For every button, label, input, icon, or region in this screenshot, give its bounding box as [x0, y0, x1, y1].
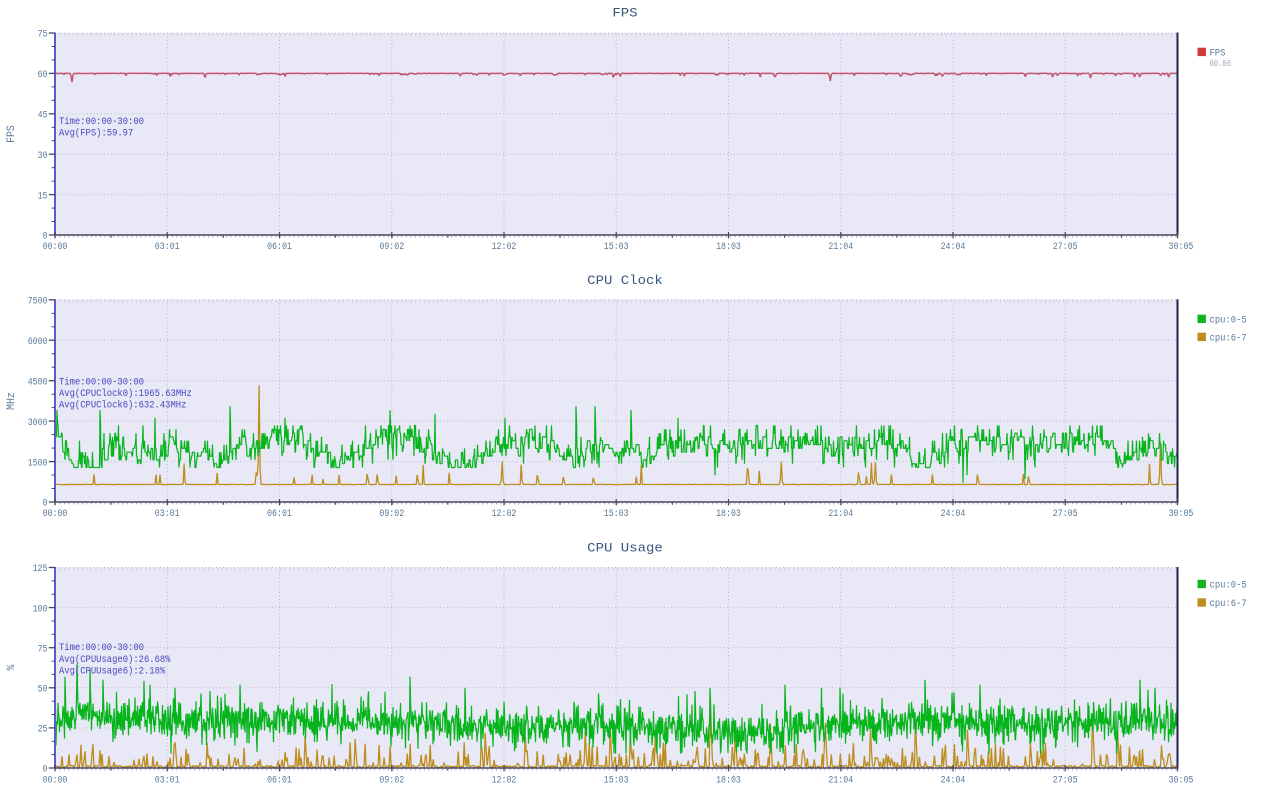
svg-text:MHz: MHz: [6, 392, 18, 410]
svg-text:24:04: 24:04: [941, 241, 966, 253]
svg-text:cpu:6-7: cpu:6-7: [1210, 333, 1247, 345]
svg-text:cpu:0-5: cpu:0-5: [1210, 580, 1247, 592]
svg-text:0: 0: [43, 231, 48, 243]
svg-text:Time:00:00-30:00: Time:00:00-30:00: [59, 116, 144, 128]
svg-text:12:02: 12:02: [492, 775, 517, 787]
svg-text:27:05: 27:05: [1053, 508, 1078, 520]
svg-text:03:01: 03:01: [155, 508, 180, 520]
svg-text:06:01: 06:01: [267, 508, 292, 520]
svg-text:06:01: 06:01: [267, 241, 292, 253]
svg-text:cpu:0-5: cpu:0-5: [1210, 315, 1247, 327]
svg-text:15:03: 15:03: [604, 241, 629, 253]
svg-text:18:03: 18:03: [716, 508, 741, 520]
svg-text:15:03: 15:03: [604, 508, 629, 520]
svg-text:0: 0: [43, 498, 48, 510]
svg-text:45: 45: [38, 110, 48, 122]
svg-text:Avg(CPUUsage0):26.68%: Avg(CPUUsage0):26.68%: [59, 654, 171, 666]
svg-text:CPU Usage: CPU Usage: [587, 541, 663, 556]
svg-text:60.06: 60.06: [1210, 59, 1232, 69]
svg-text:06:01: 06:01: [267, 775, 292, 787]
svg-text:03:01: 03:01: [155, 775, 180, 787]
svg-text:Time:00:00-30:00: Time:00:00-30:00: [59, 377, 144, 389]
svg-text:21:04: 21:04: [828, 241, 853, 253]
svg-text:25: 25: [38, 724, 48, 736]
svg-text:00:00: 00:00: [43, 775, 68, 787]
svg-text:CPU Clock: CPU Clock: [587, 273, 663, 288]
svg-text:00:00: 00:00: [43, 241, 68, 253]
svg-text:%: %: [6, 664, 18, 670]
svg-text:75: 75: [38, 643, 48, 655]
svg-text:09:02: 09:02: [379, 508, 404, 520]
svg-text:0: 0: [43, 764, 48, 776]
svg-text:15: 15: [38, 190, 48, 202]
svg-text:27:05: 27:05: [1053, 241, 1078, 253]
svg-text:24:04: 24:04: [941, 775, 966, 787]
svg-text:21:04: 21:04: [828, 775, 853, 787]
svg-text:12:02: 12:02: [492, 508, 517, 520]
svg-text:30:05: 30:05: [1169, 241, 1194, 253]
svg-text:Avg(CPUClock6):632.43MHz: Avg(CPUClock6):632.43MHz: [59, 400, 186, 412]
svg-text:12:02: 12:02: [492, 241, 517, 253]
svg-text:24:04: 24:04: [941, 508, 966, 520]
svg-text:30:05: 30:05: [1169, 775, 1194, 787]
svg-text:50: 50: [38, 684, 48, 696]
svg-text:FPS: FPS: [6, 125, 18, 143]
svg-text:18:03: 18:03: [716, 775, 741, 787]
svg-text:FPS: FPS: [1210, 48, 1226, 60]
svg-text:30:05: 30:05: [1169, 508, 1194, 520]
svg-text:09:02: 09:02: [379, 241, 404, 253]
svg-text:7500: 7500: [28, 296, 48, 308]
svg-text:3000: 3000: [28, 417, 48, 429]
svg-text:21:04: 21:04: [828, 508, 853, 520]
svg-text:cpu:6-7: cpu:6-7: [1210, 598, 1247, 610]
svg-text:4500: 4500: [28, 376, 48, 388]
svg-text:Avg(FPS):59.97: Avg(FPS):59.97: [59, 127, 133, 139]
svg-text:00:00: 00:00: [43, 508, 68, 520]
svg-text:125: 125: [33, 563, 48, 575]
svg-text:75: 75: [38, 29, 48, 41]
svg-text:15:03: 15:03: [604, 775, 629, 787]
svg-text:Time:00:00-30:00: Time:00:00-30:00: [59, 642, 144, 654]
svg-text:Avg(CPUUsage6):2.18%: Avg(CPUUsage6):2.18%: [59, 666, 166, 678]
svg-text:09:02: 09:02: [379, 775, 404, 787]
svg-text:30: 30: [38, 150, 48, 162]
svg-text:60: 60: [38, 69, 48, 81]
svg-text:6000: 6000: [28, 336, 48, 348]
svg-text:FPS: FPS: [612, 6, 637, 21]
svg-text:100: 100: [33, 603, 48, 615]
svg-text:27:05: 27:05: [1053, 775, 1078, 787]
svg-text:18:03: 18:03: [716, 241, 741, 253]
svg-text:Avg(CPUClock0):1965.63MHz: Avg(CPUClock0):1965.63MHz: [59, 388, 192, 400]
svg-text:1500: 1500: [28, 457, 48, 469]
svg-text:03:01: 03:01: [155, 241, 180, 253]
